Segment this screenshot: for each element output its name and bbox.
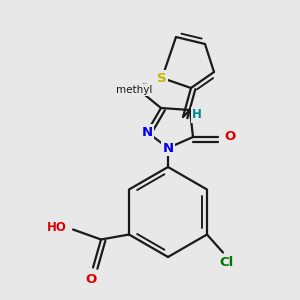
Text: N: N	[162, 142, 174, 154]
Text: HO: HO	[47, 221, 67, 234]
Text: Cl: Cl	[220, 256, 234, 269]
Text: O: O	[85, 273, 97, 286]
Text: methyl: methyl	[116, 85, 152, 95]
Text: O: O	[224, 130, 236, 143]
Text: N: N	[141, 125, 153, 139]
Text: methyl: methyl	[143, 83, 148, 84]
Text: S: S	[157, 71, 167, 85]
Text: H: H	[192, 109, 202, 122]
